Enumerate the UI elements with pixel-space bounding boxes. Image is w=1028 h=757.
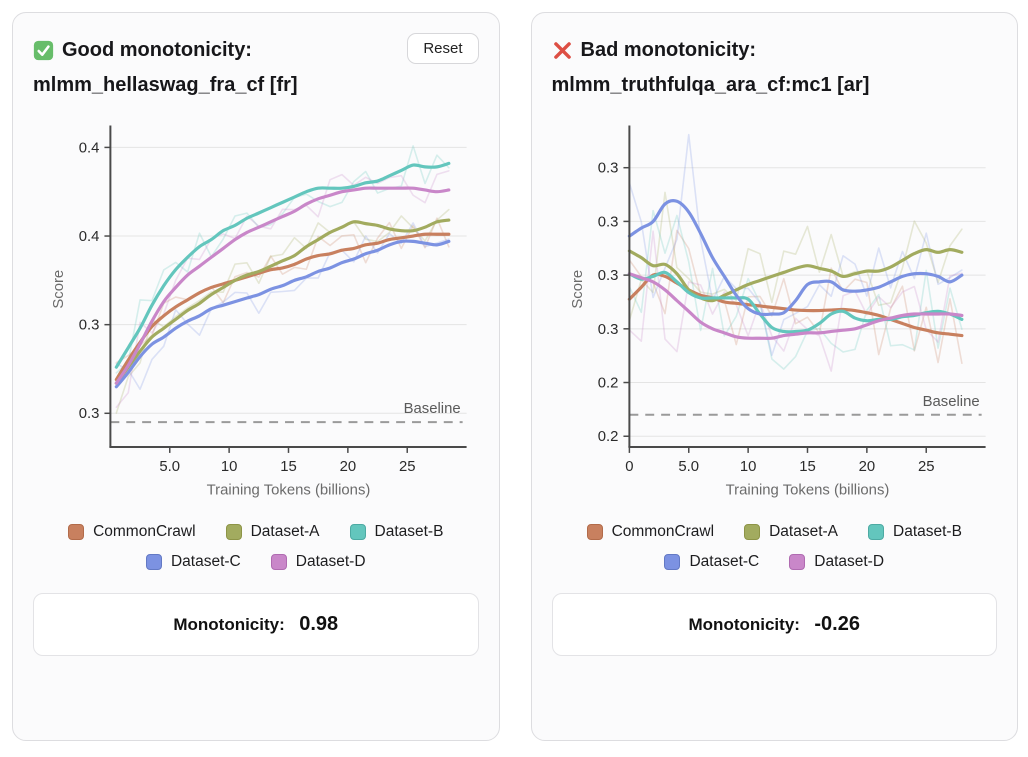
svg-text:0.3: 0.3 [597,161,618,177]
title-block: Bad monotonicity: mlmm_truthfulqa_ara_cf… [552,33,870,103]
svg-text:0.4: 0.4 [79,140,100,156]
legend-label: CommonCrawl [93,523,196,540]
svg-text:0.2: 0.2 [597,375,618,391]
legend: CommonCrawl Dataset-A Dataset-B Dataset-… [33,523,479,571]
svg-text:25: 25 [917,459,934,475]
card-header: Bad monotonicity: mlmm_truthfulqa_ara_cf… [552,33,998,103]
legend-label: Dataset-D [295,553,366,570]
legend-swatch [270,554,287,570]
legend-swatch [586,524,603,540]
svg-text:0.3: 0.3 [597,268,618,284]
monotonicity-value: 0.98 [299,613,339,635]
legend-item-dataset-d[interactable]: Dataset-D [789,553,884,571]
monotonicity-label: Monotonicity: [173,615,285,634]
legend-swatch [789,554,806,570]
bad-monotonicity-card: Bad monotonicity: mlmm_truthfulqa_ara_cf… [530,12,1018,741]
card-subtitle: mlmm_truthfulqa_ara_cf:mc1 [ar] [551,74,870,96]
legend-label: Dataset-A [769,523,838,540]
legend-label: CommonCrawl [611,523,715,540]
svg-text:15: 15 [280,459,297,475]
reset-button[interactable]: Reset [407,33,479,64]
svg-text:0.3: 0.3 [597,322,618,338]
svg-text:Baseline: Baseline [404,401,461,417]
svg-text:0.2: 0.2 [597,429,618,445]
svg-text:20: 20 [340,459,357,475]
legend-item-dataset-a[interactable]: Dataset-A [225,523,320,541]
card-header: Good monotonicity: mlmm_hellaswag_fra_cf… [33,33,479,103]
legend-item-dataset-c[interactable]: Dataset-C [664,553,759,571]
monotonicity-box: Monotonicity: -0.26 [551,593,997,656]
svg-text:Baseline: Baseline [922,394,979,410]
legend-swatch [349,524,366,540]
monotonicity-value: -0.26 [814,613,860,635]
svg-text:0.4: 0.4 [79,229,100,245]
monotonicity-box: Monotonicity: 0.98 [33,593,479,656]
svg-text:0: 0 [625,459,633,475]
legend-item-dataset-a[interactable]: Dataset-A [744,523,838,541]
legend-swatch [68,524,85,540]
legend-swatch [664,554,681,570]
legend-label: Dataset-C [170,553,241,570]
cross-mark-icon [553,42,571,59]
legend-label: Dataset-A [250,523,320,540]
line-chart-bad[interactable]: Baseline 0.3 0.3 0.3 0.3 0.2 0.2 0 5.0 10 15 20 25 Tr… [552,117,998,515]
svg-text:10: 10 [221,459,238,475]
legend-item-commoncrawl[interactable]: CommonCrawl [586,523,715,541]
legend-item-dataset-b[interactable]: Dataset-B [868,523,962,541]
legend-swatch [145,554,162,570]
legend-item-dataset-c[interactable]: Dataset-C [145,553,241,571]
svg-text:0.3: 0.3 [597,214,618,230]
title-block: Good monotonicity: mlmm_hellaswag_fra_cf… [33,33,298,103]
line-chart-good[interactable]: Baseline 0.4 0.4 0.3 0.3 5.0 10 15 20 25 Training … [33,117,479,515]
legend-label: Dataset-B [374,523,444,540]
legend-item-commoncrawl[interactable]: CommonCrawl [68,523,196,541]
svg-text:Training Tokens (billions): Training Tokens (billions) [207,483,371,499]
legend-label: Dataset-C [689,553,760,570]
svg-text:15: 15 [799,459,816,475]
svg-text:25: 25 [399,459,416,475]
legend-label: Dataset-D [814,553,885,570]
svg-text:Training Tokens (billions): Training Tokens (billions) [725,483,889,499]
legend-swatch [868,524,884,540]
svg-text:Score: Score [51,270,67,309]
svg-text:5.0: 5.0 [678,459,699,475]
good-monotonicity-card: Good monotonicity: mlmm_hellaswag_fra_cf… [12,12,500,741]
monotonicity-label: Monotonicity: [688,615,800,634]
legend-label: Dataset-B [893,523,962,540]
card-title: Bad monotonicity: [580,39,757,61]
svg-text:10: 10 [739,459,756,475]
legend-swatch [225,524,242,540]
svg-text:Score: Score [569,270,585,309]
svg-text:5.0: 5.0 [159,459,180,475]
svg-text:0.3: 0.3 [79,318,100,334]
legend-item-dataset-d[interactable]: Dataset-D [270,553,366,571]
legend: CommonCrawl Dataset-A Dataset-B Dataset-… [552,523,998,571]
legend-swatch [744,524,761,540]
check-mark-icon [33,40,54,61]
svg-text:0.3: 0.3 [79,406,100,422]
card-subtitle: mlmm_hellaswag_fra_cf [fr] [33,74,298,96]
legend-item-dataset-b[interactable]: Dataset-B [349,523,444,541]
card-title: Good monotonicity: [62,39,252,61]
svg-text:20: 20 [858,459,875,475]
